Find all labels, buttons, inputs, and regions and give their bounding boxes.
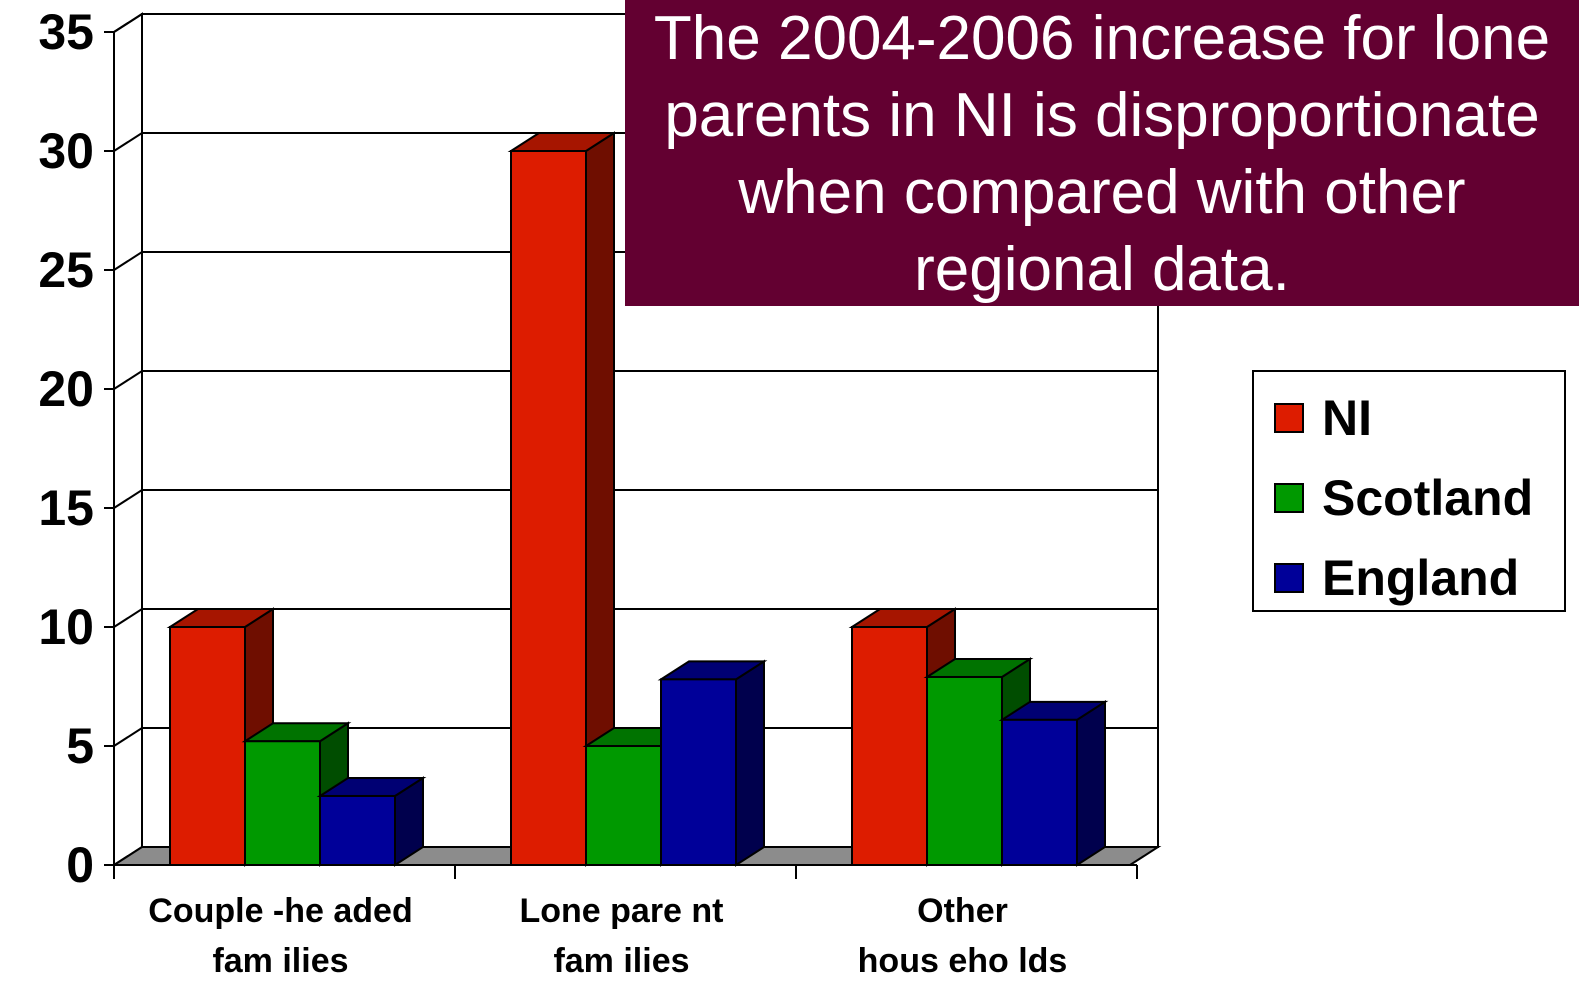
gridline [113, 489, 1158, 509]
bar-front [1001, 718, 1078, 866]
legend-swatch-ni [1274, 403, 1304, 433]
legend-label-scotland: Scotland [1322, 470, 1534, 526]
legend-item-england: England [1274, 548, 1519, 608]
category-label: fam ilies [553, 942, 689, 980]
callout-line: regional data. [914, 235, 1290, 304]
bar-front [585, 745, 662, 866]
legend-item-ni: NI [1274, 388, 1372, 448]
category-label: Lone pare nt [519, 892, 723, 930]
legend-label-ni: NI [1322, 390, 1372, 446]
legend-label-england: England [1322, 550, 1520, 606]
callout-line: The 2004-2006 increase for lone [653, 4, 1551, 73]
category-label: fam ilies [212, 942, 348, 980]
bar-front [926, 675, 1003, 866]
category-label: hous eho lds [858, 942, 1068, 980]
bar-ni-1 [507, 131, 618, 867]
bar-front [510, 150, 587, 866]
bar-front [169, 626, 246, 866]
legend-swatch-england [1274, 563, 1304, 593]
bar-front [319, 794, 396, 866]
bars [166, 131, 1109, 867]
y-tick-label: 5 [66, 718, 94, 774]
legend: NI Scotland England [1252, 370, 1566, 612]
gridline [113, 608, 1158, 628]
bar-side [735, 659, 765, 867]
y-tick-label: 25 [38, 242, 94, 298]
y-tick-label: 0 [66, 837, 94, 893]
callout-line: parents in NI is disproportionate [664, 81, 1540, 150]
bar-front [244, 740, 321, 866]
category-labels: Couple -he aded fam ilies Lone pare nt fam … [148, 892, 1067, 980]
legend-item-scotland: Scotland [1274, 468, 1533, 528]
category-label: Other [917, 892, 1008, 930]
category-label: Couple -he aded [148, 892, 412, 930]
bar-side [1076, 699, 1106, 867]
bar-england-0 [316, 776, 427, 867]
y-tick-label: 20 [38, 361, 94, 417]
bar-front [851, 626, 928, 866]
legend-swatch-scotland [1274, 483, 1304, 513]
gridline [113, 727, 1158, 747]
y-tick-labels: 0 5 10 15 20 25 30 35 [38, 4, 94, 893]
bar-england-1 [657, 659, 768, 867]
gridline [113, 370, 1158, 390]
y-tick-label: 15 [38, 480, 94, 536]
y-tick-label: 35 [38, 4, 94, 60]
callout-box: The 2004-2006 increase for lone parents … [625, 0, 1579, 306]
y-tick-label: 10 [38, 599, 94, 655]
callout-line: when compared with other [738, 158, 1466, 227]
bar-front [660, 678, 737, 866]
y-tick-label: 30 [38, 123, 94, 179]
bar-england-2 [998, 699, 1109, 867]
